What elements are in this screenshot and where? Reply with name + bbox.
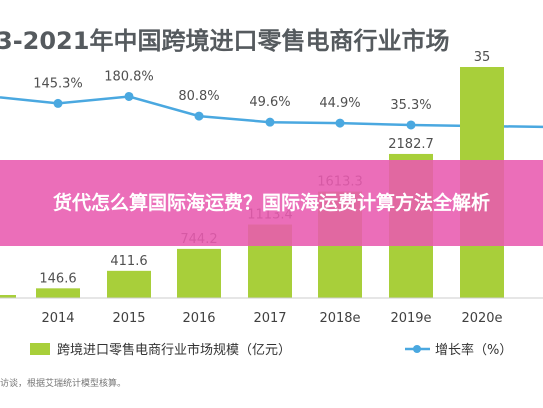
- growth-value-label: 80.8%: [178, 89, 219, 104]
- x-tick-label: 2018e: [319, 311, 360, 326]
- headline-banner[interactable]: 货代怎么算国际海运费？国际海运费计算方法全解析: [0, 160, 543, 246]
- legend-line-label: 增长率（%）: [435, 342, 512, 358]
- bar-value-label: 411.6: [110, 254, 147, 269]
- legend-line-marker: [413, 345, 421, 353]
- growth-value-label: 145.3%: [33, 76, 83, 91]
- growth-point: [124, 91, 134, 101]
- x-tick-label: 2016: [182, 311, 215, 326]
- bar-value-label: 35: [474, 50, 491, 65]
- x-tick-label: 2015: [112, 311, 145, 326]
- x-tick-label: 2014: [41, 311, 74, 326]
- legend-bar-label: 跨境进口零售电商行业市场规模（亿元）: [57, 342, 291, 358]
- legend-bar-swatch: [30, 343, 50, 355]
- bar-value-label: 2182.7: [388, 137, 434, 152]
- growth-point: [406, 120, 416, 130]
- growth-value-label: 180.8%: [104, 69, 154, 84]
- chart-title: 3-2021年中国跨境进口零售电商行业市场: [0, 27, 449, 55]
- x-tick-layer: 320142015201620172018e2019e2020e2: [41, 311, 502, 326]
- bar-2015: [107, 270, 151, 298]
- bar-value-label: 146.6: [39, 271, 76, 286]
- headline-text: 货代怎么算国际海运费？国际海运费计算方法全解析: [52, 192, 490, 214]
- growth-point: [265, 117, 275, 127]
- bar-2016: [177, 248, 221, 298]
- bar-partial-left: [0, 295, 16, 298]
- legend: 跨境进口零售电商行业市场规模（亿元） 增长率（%）: [30, 342, 512, 358]
- x-tick-label: 2019e: [390, 311, 431, 326]
- growth-value-label: 35.3%: [390, 98, 431, 113]
- growth-point: [53, 98, 63, 108]
- growth-point: [194, 111, 204, 121]
- growth-point: [335, 118, 345, 128]
- growth-value-label: 49.6%: [249, 95, 290, 110]
- source-note: 访谈，根据艾瑞统计模型核算。: [0, 377, 126, 389]
- x-tick-label: 2017: [253, 311, 286, 326]
- growth-value-label: 44.9%: [319, 96, 360, 111]
- bar-2014: [36, 288, 80, 298]
- x-tick-label: 2020e: [461, 311, 502, 326]
